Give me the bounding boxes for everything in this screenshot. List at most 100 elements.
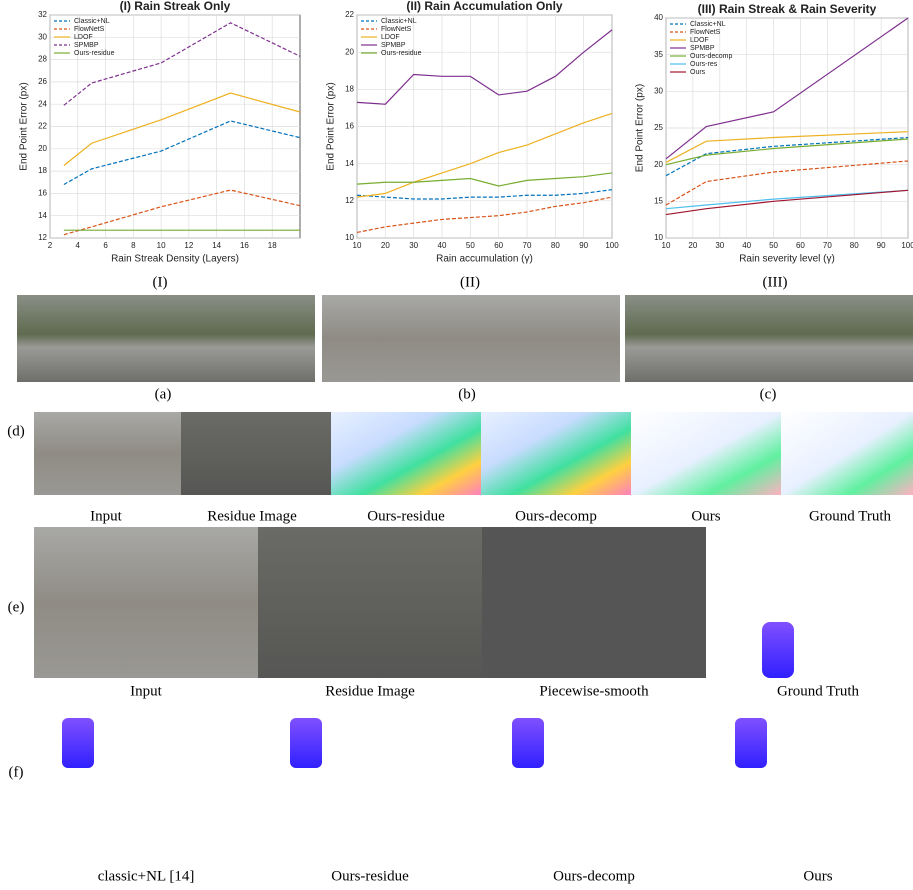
row-label: (f) — [9, 764, 24, 780]
x-tick-label: 20 — [381, 241, 390, 250]
chart-title: (II) Rain Accumulation Only — [406, 0, 563, 13]
d-input — [34, 412, 181, 495]
legend-label: LDOF — [74, 34, 93, 41]
scene-label: (b) — [458, 386, 476, 402]
x-tick-label: 40 — [742, 241, 751, 250]
y-tick-label: 20 — [654, 160, 663, 169]
caption: Ours-decomp — [515, 508, 597, 524]
y-tick-label: 16 — [38, 189, 47, 198]
legend-label: Ours-res — [690, 61, 718, 68]
f-blob-4 — [735, 718, 767, 768]
y-tick-label: 32 — [38, 10, 47, 19]
legend-label: Classic+NL — [690, 21, 726, 28]
scene-label: (a) — [155, 386, 172, 402]
legend-label: SPMBP — [690, 45, 715, 52]
row-label: (e) — [8, 599, 25, 615]
y-tick-label: 35 — [654, 50, 663, 59]
scene-a — [17, 295, 315, 382]
x-tick-label: 60 — [494, 241, 503, 250]
y-tick-label: 20 — [38, 144, 47, 153]
e-input — [34, 527, 258, 678]
caption: Ours-residue — [331, 868, 409, 884]
d-ours-decomp — [481, 412, 631, 495]
legend-label: SPMBP — [74, 42, 99, 49]
figure: (I) (II) (III) (a) (b) (c) (d) (e) (f) I… — [0, 0, 913, 890]
d-ground-truth — [781, 412, 913, 495]
y-tick-label: 24 — [38, 99, 47, 108]
x-tick-label: 2 — [48, 241, 53, 250]
legend-label: FlowNetS — [690, 29, 721, 36]
chart-title: (I) Rain Streak Only — [120, 0, 231, 13]
caption: Ground Truth — [809, 508, 892, 524]
x-tick-label: 100 — [605, 241, 619, 250]
caption: Ours — [803, 868, 832, 884]
x-axis-label: Rain accumulation (γ) — [436, 254, 533, 265]
caption: Piecewise-smooth — [539, 683, 649, 699]
y-tick-label: 30 — [38, 32, 47, 41]
x-tick-label: 8 — [131, 241, 136, 250]
y-tick-label: 12 — [345, 196, 354, 205]
legend-label: FlowNetS — [74, 26, 105, 33]
x-tick-label: 30 — [715, 241, 724, 250]
x-tick-label: 20 — [688, 241, 697, 250]
legend-label: Ours-residue — [74, 50, 115, 57]
y-tick-label: 30 — [654, 86, 663, 95]
caption: Input — [90, 508, 122, 524]
x-tick-label: 18 — [268, 241, 277, 250]
caption: Ours-decomp — [553, 868, 635, 884]
legend-label: Ours — [690, 69, 706, 76]
y-tick-label: 15 — [654, 196, 663, 205]
scene-b — [322, 295, 620, 382]
x-tick-label: 10 — [353, 241, 362, 250]
y-tick-label: 25 — [654, 123, 663, 132]
x-tick-label: 100 — [901, 241, 913, 250]
x-tick-label: 80 — [551, 241, 560, 250]
e-piecewise — [482, 527, 706, 678]
caption: Ground Truth — [777, 683, 860, 699]
x-axis-label: Rain severity level (γ) — [739, 254, 835, 265]
f-blob-3 — [512, 718, 544, 768]
d-residue — [181, 412, 331, 495]
caption: Ours-residue — [367, 508, 445, 524]
y-axis-label: End Point Error (px) — [326, 82, 337, 170]
x-tick-label: 10 — [157, 241, 166, 250]
legend-label: Ours-residue — [381, 50, 422, 57]
x-tick-label: 16 — [240, 241, 249, 250]
x-tick-label: 60 — [796, 241, 805, 250]
caption: Input — [130, 683, 162, 699]
y-tick-label: 12 — [38, 233, 47, 242]
y-tick-label: 28 — [38, 55, 47, 64]
x-tick-label: 70 — [523, 241, 532, 250]
x-tick-label: 90 — [579, 241, 588, 250]
y-tick-label: 18 — [345, 84, 354, 93]
legend-label: Classic+NL — [381, 18, 417, 25]
y-tick-label: 20 — [345, 47, 354, 56]
y-tick-label: 16 — [345, 122, 354, 131]
caption: classic+NL [14] — [98, 868, 195, 884]
y-tick-label: 14 — [345, 159, 354, 168]
legend-label: Ours-decomp — [690, 53, 733, 60]
y-tick-label: 40 — [654, 13, 663, 22]
caption: Ours — [691, 508, 720, 524]
scene-c — [625, 295, 913, 382]
x-tick-label: 30 — [409, 241, 418, 250]
e-residue — [258, 527, 482, 678]
caption: Residue Image — [325, 683, 415, 699]
x-tick-label: 50 — [769, 241, 778, 250]
chart-title: (III) Rain Streak & Rain Severity — [698, 2, 877, 16]
legend-label: Classic+NL — [74, 18, 110, 25]
y-tick-label: 22 — [345, 10, 354, 19]
legend-label: LDOF — [381, 34, 400, 41]
x-tick-label: 12 — [184, 241, 193, 250]
chart-label: (III) — [763, 274, 788, 290]
legend-label: SPMBP — [381, 42, 406, 49]
d-ours-residue — [331, 412, 481, 495]
y-tick-label: 22 — [38, 122, 47, 131]
x-tick-label: 40 — [438, 241, 447, 250]
x-tick-label: 90 — [877, 241, 886, 250]
legend-label: LDOF — [690, 37, 709, 44]
y-tick-label: 26 — [38, 77, 47, 86]
x-tick-label: 80 — [850, 241, 859, 250]
scene-label: (c) — [760, 386, 777, 402]
y-tick-label: 18 — [38, 166, 47, 175]
